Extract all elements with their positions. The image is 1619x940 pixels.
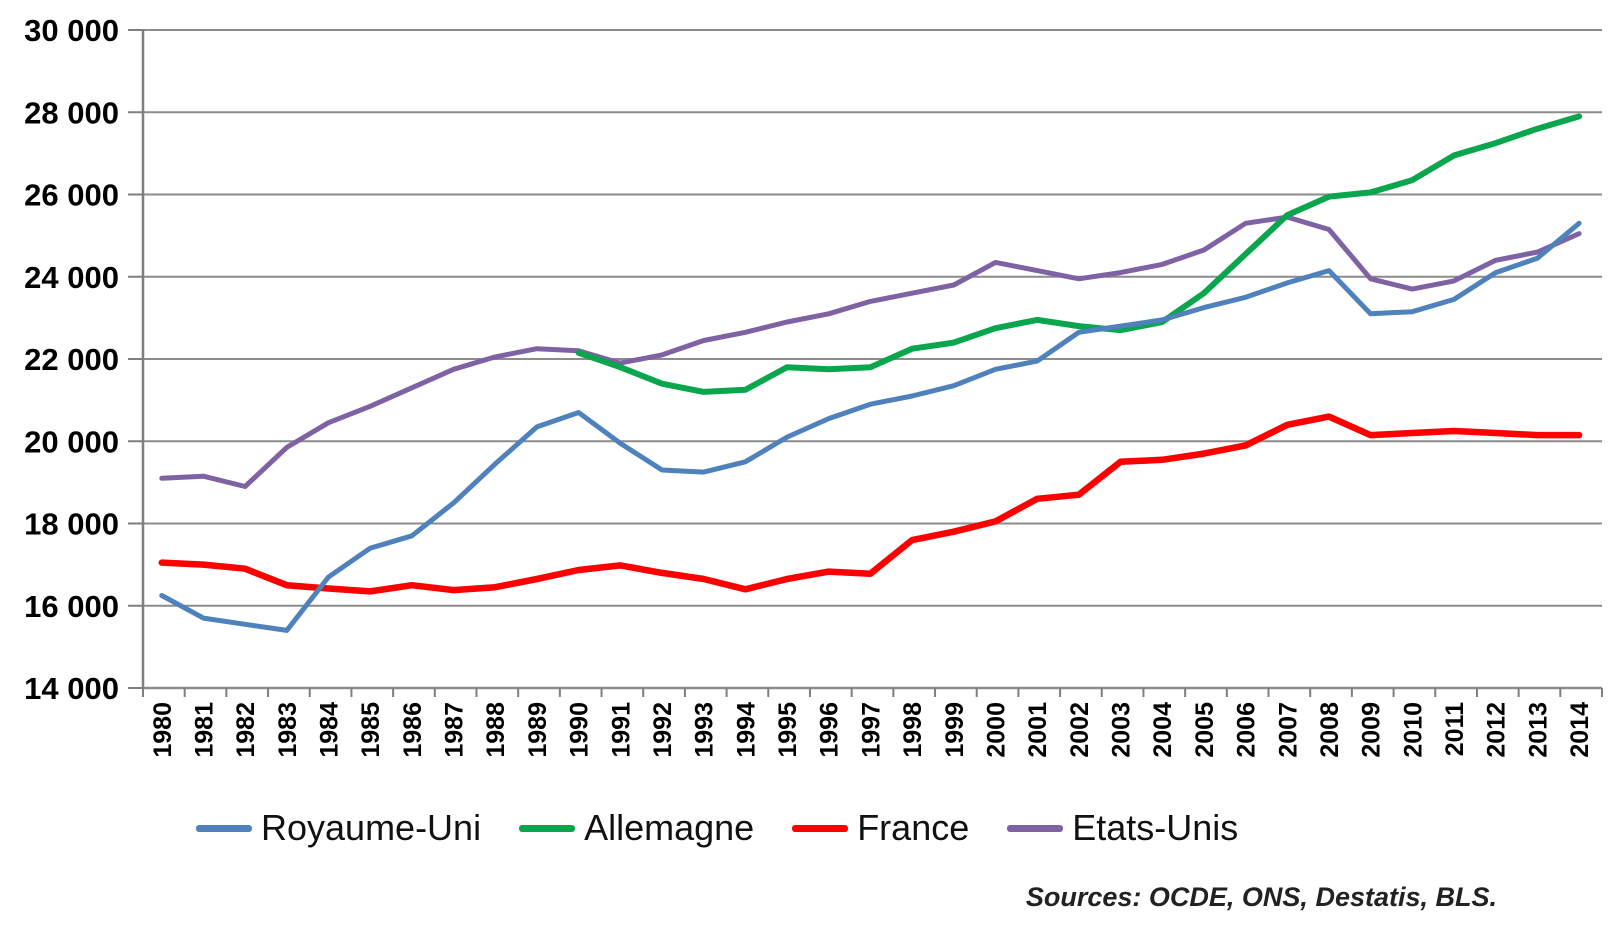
- chart-legend: Royaume-Uni Allemagne France Etats-Unis: [196, 802, 1238, 854]
- x-axis-label: 2006: [1233, 702, 1261, 758]
- x-axis-label: 1980: [149, 702, 177, 758]
- x-axis-label: 1992: [649, 702, 677, 758]
- x-axis-label: 1985: [357, 702, 385, 758]
- x-axis-label: 2013: [1524, 702, 1552, 758]
- series-line-france: [158, 413, 1583, 595]
- series-line-allemagne: [575, 113, 1583, 395]
- x-axis-label: 1983: [274, 702, 302, 758]
- x-axis-label: 1982: [232, 702, 260, 758]
- x-axis-label: 1996: [816, 702, 844, 758]
- x-axis-label: 2010: [1399, 702, 1427, 758]
- x-axis-label: 1994: [732, 702, 760, 758]
- x-axis-label: 1981: [190, 702, 218, 758]
- y-axis-label: 20 000: [24, 424, 119, 459]
- legend-label-allemagne: Allemagne: [584, 807, 755, 848]
- y-axis-label: 16 000: [24, 589, 119, 624]
- legend-swatch-etats-unis: [1007, 824, 1064, 832]
- x-axis-label: 2004: [1149, 702, 1177, 758]
- x-axis-label: 1990: [566, 702, 594, 758]
- x-axis-label: 1998: [899, 702, 927, 758]
- legend-item-france: France: [792, 807, 969, 849]
- legend-item-royaume-uni: Royaume-Uni: [196, 807, 481, 849]
- chart-canvas: 30 000 28 000 26 000 24 000 22 000 20 000 18 0…: [24, 13, 1603, 758]
- x-axis-label: 1984: [316, 702, 344, 758]
- x-axis-label: 2011: [1441, 702, 1469, 756]
- x-axis-label: 2001: [1024, 702, 1052, 758]
- x-axis-label: 2008: [1316, 702, 1344, 758]
- legend-label-france: France: [857, 807, 970, 848]
- x-axis-label: 2007: [1274, 702, 1302, 758]
- series-line-etats-unis: [159, 214, 1582, 489]
- legend-item-allemagne: Allemagne: [519, 807, 754, 849]
- x-axis-label: 2000: [982, 702, 1010, 758]
- line-chart: 30 000 28 000 26 000 24 000 22 000 20 000 18 0…: [24, 13, 1603, 758]
- y-axis-label: 18 000: [24, 507, 119, 542]
- x-axis-label: 2003: [1108, 702, 1136, 758]
- y-axis-label: 28 000: [24, 95, 119, 130]
- x-axis-label: 1991: [607, 702, 635, 758]
- x-axis-label: 2009: [1358, 702, 1386, 758]
- y-axis-label: 26 000: [24, 178, 119, 213]
- y-axis-label: 14 000: [24, 671, 119, 706]
- x-axis-label: 2014: [1566, 702, 1594, 758]
- legend-swatch-france: [792, 824, 849, 832]
- legend-label-royaume-uni: Royaume-Uni: [261, 807, 482, 848]
- x-axis-label: 1989: [524, 702, 552, 758]
- x-axis-label: 1986: [399, 702, 427, 758]
- x-axis-label: 1988: [482, 702, 510, 758]
- y-axis-label: 24 000: [24, 260, 119, 295]
- y-axis-label: 22 000: [24, 342, 119, 377]
- x-axis-label: 1997: [857, 702, 885, 758]
- legend-swatch-allemagne: [519, 824, 576, 832]
- x-axis-label: 1987: [441, 702, 469, 758]
- x-axis-label: 1999: [941, 702, 969, 758]
- legend-item-etats-unis: Etats-Unis: [1007, 807, 1238, 849]
- legend-label-etats-unis: Etats-Unis: [1072, 807, 1239, 848]
- source-note: Sources: OCDE, ONS, Destatis, BLS.: [1025, 882, 1497, 912]
- x-axis-label: 2012: [1483, 702, 1511, 758]
- x-axis-label: 1993: [691, 702, 719, 758]
- x-axis-label: 1995: [774, 702, 802, 758]
- legend-swatch-royaume-uni: [196, 824, 252, 832]
- x-axis-label: 2002: [1066, 702, 1094, 758]
- series-line-royaume-uni: [159, 220, 1582, 633]
- y-axis-label: 30 000: [24, 13, 119, 48]
- x-axis-label: 2005: [1191, 702, 1219, 758]
